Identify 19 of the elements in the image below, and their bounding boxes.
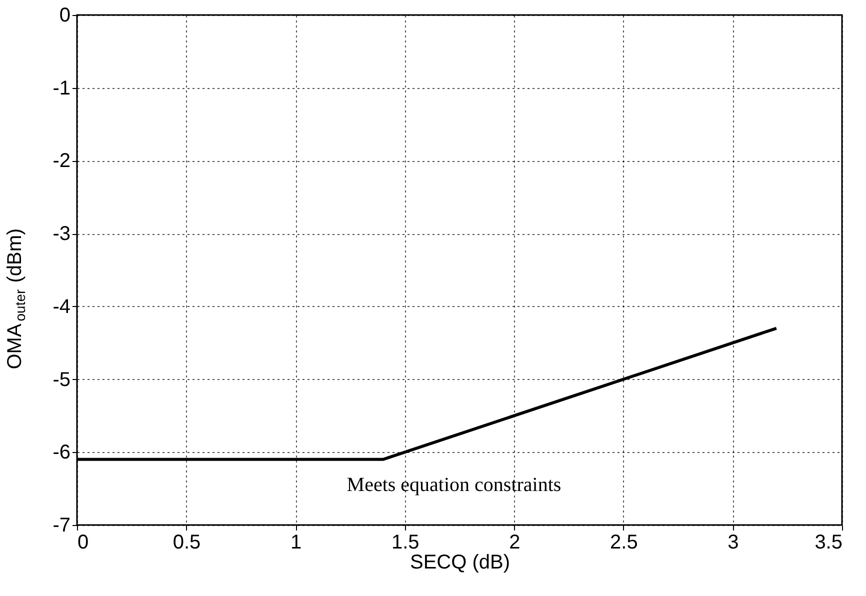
y-tick-label: -2 xyxy=(52,150,70,172)
y-tick-label: -6 xyxy=(52,442,70,464)
x-tick-label: 1 xyxy=(290,532,302,554)
x-tick-label: 3.5 xyxy=(814,532,842,554)
y-tick-label: -1 xyxy=(52,77,70,100)
x-axis-title: SECQ (dB) xyxy=(410,552,510,574)
y-tick-label: -4 xyxy=(52,296,70,318)
x-tick-label: 0 xyxy=(78,532,89,554)
y-tick-label: -5 xyxy=(52,368,70,391)
y-tick-label: 0 xyxy=(59,4,70,26)
y-axis-title: OMAouter (dBm) xyxy=(4,228,28,370)
x-tick-label: 2 xyxy=(509,532,520,554)
x-tick-label: 1.5 xyxy=(391,532,420,554)
annotation: Meets equation constraints xyxy=(346,474,562,496)
y-tick-label: -7 xyxy=(52,514,70,536)
x-tick-label: 3 xyxy=(728,532,739,554)
y-tick-label: -3 xyxy=(52,223,70,246)
x-tick-label: 0.5 xyxy=(172,532,201,554)
x-tick-label: 2.5 xyxy=(610,532,638,554)
